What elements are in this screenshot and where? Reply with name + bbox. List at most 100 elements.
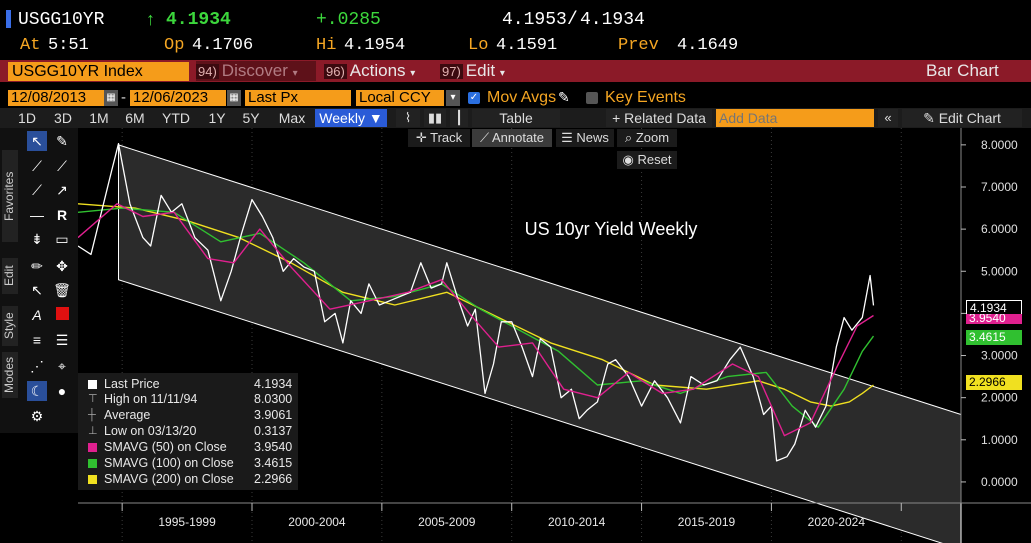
edit-chart-label: Edit Chart [938,110,1001,126]
legend-value: 0.3137 [254,424,293,438]
segment-icon[interactable]: ⟋ [32,182,42,198]
cursor-icon[interactable]: ↖ [27,131,47,151]
tab-max[interactable]: Max [278,110,306,126]
legend-average: ┼ Average 3.9061 [78,407,298,423]
tab-5y[interactable]: 5Y [242,110,260,126]
y-tick-label: 0.0000 [981,475,1018,489]
actions-chevron-icon: ▾ [410,68,416,79]
candle-chart-icon[interactable]: ┃ [450,109,468,127]
key-events-checkbox[interactable] [586,92,598,104]
brush-icon[interactable]: ✏ [31,258,43,274]
arrow-line-icon[interactable]: ↗ [56,182,68,198]
bid-ask-separator: / [567,10,578,30]
end-date-field[interactable]: 12/06/2023 [130,90,226,106]
y-tick-label: 1.0000 [981,433,1018,447]
ticker-marker [6,10,11,28]
table-button[interactable]: Table [472,109,560,127]
track-button[interactable]: ✛ Track [408,129,470,147]
end-date-calendar-icon[interactable]: ▦ [227,90,241,106]
legend-value: 3.9540 [254,440,293,454]
news-label: News [576,130,609,145]
related-data-button[interactable]: + Related Data [606,109,712,127]
low-label: Lo [468,36,489,55]
mov-avgs-checkbox[interactable]: ✓ [468,92,480,104]
legend-value: 4.1934 [254,377,293,391]
tab-6m[interactable]: 6M [125,110,145,126]
collapse-icon[interactable]: « [878,109,898,127]
open-value: 4.1706 [192,36,254,55]
line-chart-icon[interactable]: ⌇ [396,109,420,127]
discover-menu[interactable]: 94) Discover ▾ [196,61,316,81]
y-tick-label: 5.0000 [981,264,1018,278]
annotate-pen-icon[interactable]: ✎ [56,133,68,149]
fibonacci-icon[interactable]: ⇟ [31,231,43,247]
start-date-calendar-icon[interactable]: ▦ [104,90,118,106]
tab-1m[interactable]: 1M [89,110,109,126]
currency-selector[interactable]: Local CCY [356,90,444,106]
text-style-icon[interactable]: A [32,307,42,323]
annotate-button[interactable]: ⟋ Annotate [472,129,552,147]
actions-menu[interactable]: 96) Actions ▾ [324,61,432,81]
discover-num: 94) [196,64,219,79]
period-selector[interactable]: Weekly ▼ [315,109,387,127]
news-button[interactable]: ☰ News [556,129,614,147]
line-weight-icon[interactable]: ≡ [32,332,42,348]
tab-ytd[interactable]: YTD [162,110,190,126]
settings-gear-icon[interactable]: ⚙ [30,408,44,424]
series-line-smavg-200- [78,203,874,407]
tab-1y[interactable]: 1Y [208,110,226,126]
edit-chevron-icon: ▾ [499,68,505,79]
reset-icon: ◉ [622,152,638,167]
mode-icon[interactable]: ☾ [27,381,47,401]
edit-chart-button[interactable]: ✎ Edit Chart [902,109,1022,127]
rectangle-icon[interactable]: ▭ [55,231,69,247]
security-field[interactable]: USGG10YR Index [8,62,189,81]
crosshair-icon[interactable]: ⌖ [58,358,66,374]
ray-icon[interactable]: ⟋ [57,158,67,174]
edit-tab[interactable]: Edit [2,258,18,294]
legend-label: Last Price [104,377,160,391]
at-time: 5:51 [48,36,89,55]
legend-last-price: Last Price 4.1934 [78,376,298,392]
x-axis: 1995-1999 2000-2004 2005-2009 2010-2014 2015… [121,503,902,529]
sma200-tag: 2.2966 [966,375,1022,390]
yield-chart: US 10yr Yield Weekly 1995-1999 2000-2004 2… [78,128,1031,543]
select-plus-icon[interactable]: ↖ [31,282,43,298]
legend-label: SMAVG (50) on Close [104,440,227,454]
move-icon[interactable]: ✥ [56,258,68,274]
add-data-input[interactable] [716,109,874,127]
tab-1d[interactable]: 1D [18,110,36,126]
series-group [78,142,875,462]
field-selector[interactable]: Last Px [245,90,351,106]
legend-sma200: SMAVG (200) on Close 2.2966 [78,471,298,487]
favorites-tab[interactable]: Favorites [2,150,18,242]
series-line-smavg-50- [78,203,874,437]
horizontal-line-icon[interactable]: — [30,207,44,223]
tab-3d[interactable]: 3D [54,110,72,126]
discover-chevron-icon: ▾ [292,68,298,79]
dashed-line-icon[interactable]: ⋰ [30,358,44,374]
legend-value: 3.4615 [254,456,293,470]
modes-tab[interactable]: Modes [2,352,18,398]
trendline-icon[interactable]: ⟋ [32,158,42,174]
start-date-field[interactable]: 12/08/2013 [8,90,104,106]
quote-stats: At 5:51 Op 4.1706 Hi 4.1954 Lo 4.1591 Pr… [0,36,1031,60]
sma50-tag: 3.9540 [966,314,1022,324]
pencil-icon[interactable]: ✎ [558,89,570,105]
line-style-icon[interactable]: ☰ [55,332,69,348]
color-picker-icon[interactable] [52,305,72,325]
prev-label: Prev [618,36,659,55]
sma100-tag: 3.4615 [966,330,1022,345]
edit-menu[interactable]: 97) Edit ▾ [440,61,522,81]
zoom-button[interactable]: ⌕ Zoom [617,129,677,147]
high-value: 4.1954 [344,36,406,55]
trash-icon[interactable]: 🗑 [53,282,71,298]
reset-button[interactable]: ◉ Reset [617,151,677,169]
style-tab[interactable]: Style [2,306,18,346]
currency-dropdown-icon[interactable]: ▾ [446,90,460,106]
palette-icon[interactable]: ● [57,383,67,399]
mov-avgs-label: Mov Avgs [487,89,557,106]
retracement-icon[interactable]: R [56,207,68,223]
bar-chart-icon[interactable]: ▮▮ [424,109,446,127]
legend-value: 3.9061 [254,408,293,422]
